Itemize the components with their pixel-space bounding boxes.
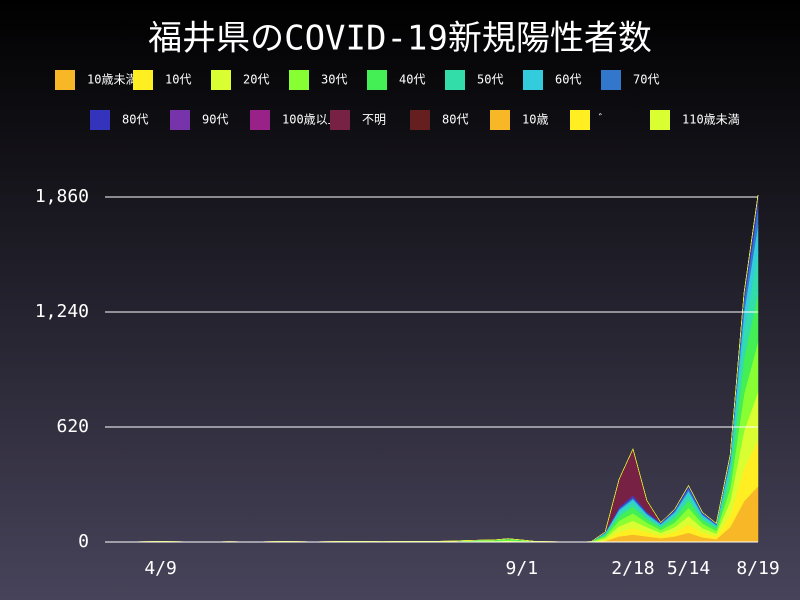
legend-label: 10代	[165, 73, 191, 87]
legend-label: 80代゙	[442, 113, 468, 127]
legend-label: 90代	[202, 113, 228, 127]
legend-swatch	[289, 70, 309, 90]
legend-label: 110歳未満	[682, 113, 740, 127]
chart-title: 福井県のCOVID-19新規陽性者数	[148, 19, 652, 59]
legend-swatch	[490, 110, 510, 130]
legend-label: 30代	[321, 73, 347, 87]
y-tick-label: 0	[78, 531, 89, 552]
legend-swatch	[601, 70, 621, 90]
x-tick-label: 9/1	[506, 558, 539, 579]
legend-label: 80代	[122, 113, 148, 127]
legend-label: 10歳	[522, 113, 548, 127]
legend-label: 100歳以上	[282, 113, 340, 127]
legend-label: 60代	[555, 73, 581, 87]
legend-label: 40代	[399, 73, 425, 87]
legend-label: 10歳未満	[87, 73, 137, 87]
legend-swatch	[570, 110, 590, 130]
legend-swatch	[410, 110, 430, 130]
legend-label: 50代	[477, 73, 503, 87]
legend-swatch	[90, 110, 110, 130]
x-tick-label: 4/9	[144, 558, 177, 579]
legend-swatch	[523, 70, 543, 90]
y-tick-label: 1,240	[35, 301, 89, 322]
legend-swatch	[133, 70, 153, 90]
legend-label: 不明	[362, 113, 386, 127]
legend-swatch	[170, 110, 190, 130]
y-tick-label: 620	[56, 416, 89, 437]
legend-swatch	[650, 110, 670, 130]
y-tick-label: 1,860	[35, 186, 89, 207]
legend-swatch	[211, 70, 231, 90]
legend-label: 70代	[633, 73, 659, 87]
x-tick-label: 2/18	[611, 558, 654, 579]
legend-swatch	[55, 70, 75, 90]
legend-swatch	[445, 70, 465, 90]
legend-swatch	[330, 110, 350, 130]
x-tick-label: 5/14	[667, 558, 710, 579]
x-tick-label: 8/19	[736, 558, 779, 579]
legend-swatch	[367, 70, 387, 90]
legend-label: 20代	[243, 73, 269, 87]
legend-swatch	[250, 110, 270, 130]
